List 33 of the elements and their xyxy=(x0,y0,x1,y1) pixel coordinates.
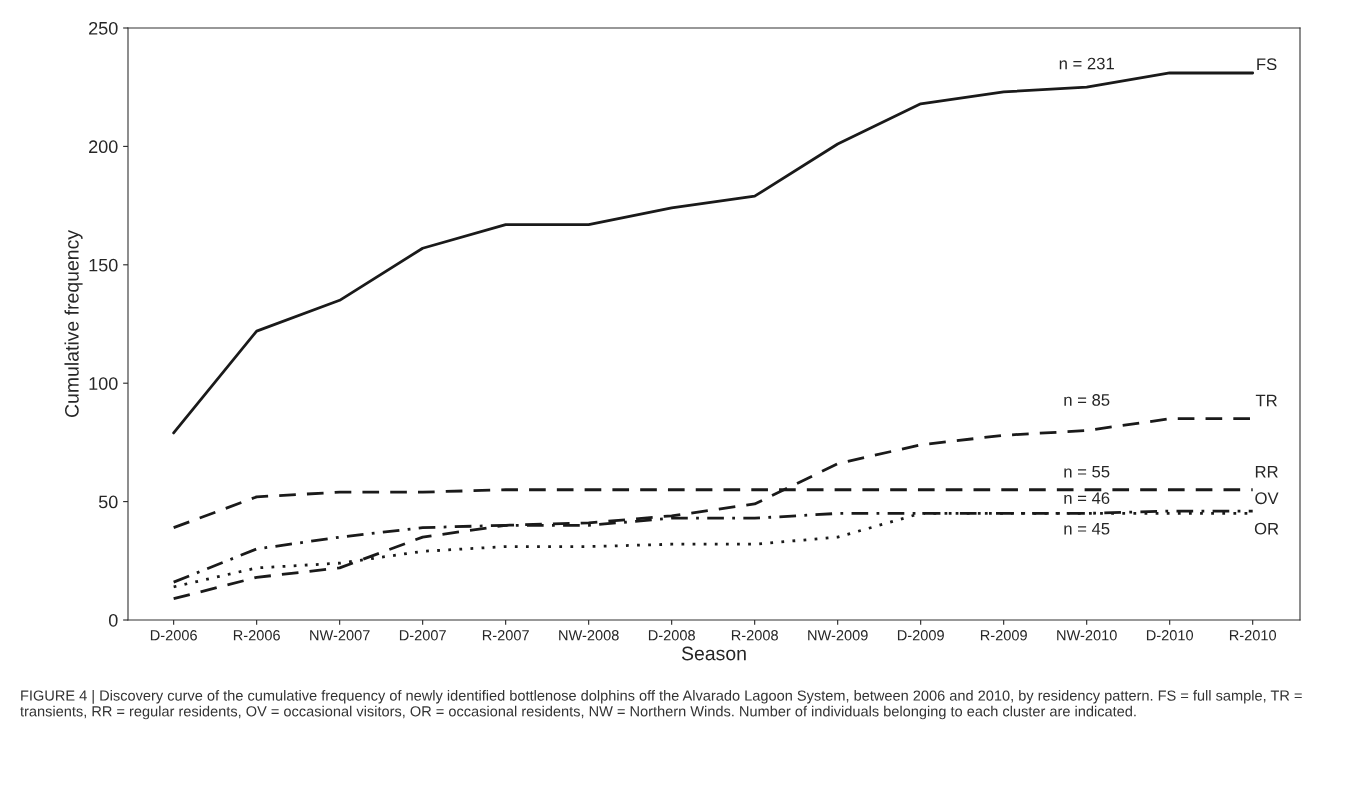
x-axis-title: Season xyxy=(681,646,746,661)
x-tick-label: NW-2008 xyxy=(559,630,619,641)
annotation: n = 231 xyxy=(1059,57,1114,70)
annotation: n = 85 xyxy=(1064,394,1110,406)
series-label: RR xyxy=(1255,465,1278,478)
y-tick-label: 100 xyxy=(89,377,118,390)
annotation: n = 55 xyxy=(1064,465,1110,478)
series-label: FS xyxy=(1257,58,1277,71)
x-tick-label: D-2007 xyxy=(399,630,446,641)
x-tick-label: R-2008 xyxy=(731,630,778,641)
x-tick-label: D-2009 xyxy=(897,630,944,641)
y-tick-label: 150 xyxy=(89,258,118,272)
y-tick-label: 200 xyxy=(89,140,118,154)
y-tick-label: 250 xyxy=(89,21,118,35)
x-tick-label: D-2010 xyxy=(1146,630,1194,641)
x-tick-label: R-2007 xyxy=(482,630,529,641)
x-tick-label: NW-2009 xyxy=(808,630,868,641)
x-tick-label: NW-2010 xyxy=(1057,630,1117,641)
x-tick-label: D-2006 xyxy=(150,630,197,641)
x-tick-label: R-2010 xyxy=(1229,630,1277,641)
x-tick-label: D-2008 xyxy=(648,630,695,641)
y-axis-title: Cumulative frequency xyxy=(64,230,83,418)
y-tick-label: 50 xyxy=(98,495,118,509)
y-tick-label: 0 xyxy=(108,613,118,627)
caption: FIGURE 4 | Discovery curve of the cumulative frequency of newly identified bottlenose dolphins off the Alvarado Lagoon System, between 2006 and 2010, by residency pattern. FS = full sample, TR = transients, RR = regular residents, OV = occasional visitors, OR = occasional residents, NW = Northern Winds. Number of individuals belonging to each cluster are indicated. xyxy=(20,690,1302,720)
annotation: n = 46 xyxy=(1064,492,1110,505)
x-tick-label: R-2009 xyxy=(980,630,1027,641)
x-tick-label: NW-2007 xyxy=(310,630,370,641)
series-label: TR xyxy=(1255,394,1277,407)
series-label: OR xyxy=(1254,522,1279,535)
series-label: OV xyxy=(1255,492,1279,505)
annotation: n = 45 xyxy=(1064,522,1110,535)
x-tick-label: R-2006 xyxy=(233,630,280,641)
